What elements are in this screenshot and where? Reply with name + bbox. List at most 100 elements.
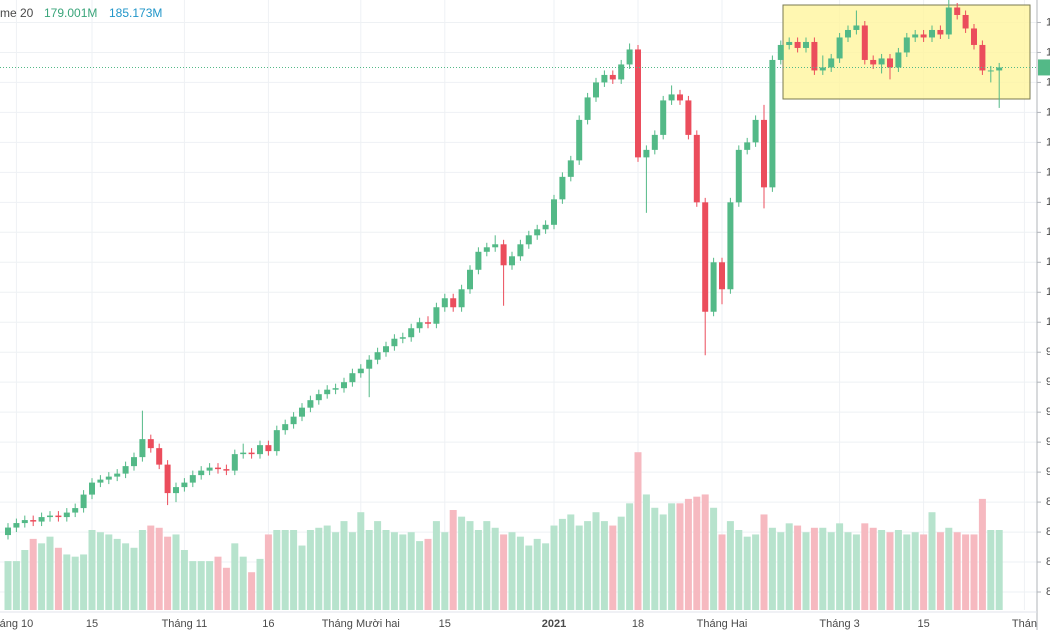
candle-body bbox=[878, 58, 885, 65]
volume-bar bbox=[626, 503, 634, 610]
candle-body bbox=[366, 359, 373, 369]
candle-body bbox=[811, 41, 818, 71]
volume-bar bbox=[155, 527, 163, 610]
volume-bar bbox=[416, 541, 424, 610]
volume-bar bbox=[382, 530, 390, 610]
candle-body bbox=[450, 298, 457, 308]
volume-bar bbox=[718, 534, 726, 610]
candle-body bbox=[525, 235, 532, 245]
volume-bar bbox=[474, 530, 482, 610]
volume-bar bbox=[63, 554, 71, 610]
candle-body bbox=[752, 119, 759, 143]
volume-bar bbox=[558, 518, 566, 610]
candle-body bbox=[912, 34, 919, 38]
volume-bar bbox=[54, 547, 62, 610]
candle-body bbox=[21, 520, 28, 524]
y-tick-label: 8 bbox=[1046, 496, 1050, 508]
volume-bar bbox=[600, 521, 608, 610]
candle-body bbox=[341, 382, 347, 389]
candle-body bbox=[383, 346, 389, 353]
x-tick-label: 18 bbox=[632, 618, 644, 630]
volume-bar bbox=[222, 567, 230, 610]
volume-bar bbox=[676, 503, 684, 610]
candle-body bbox=[929, 29, 935, 38]
candle-body bbox=[374, 352, 381, 360]
candle-body bbox=[761, 119, 767, 188]
volume-bar bbox=[903, 534, 911, 610]
volume-bar bbox=[12, 561, 20, 610]
volume-bar bbox=[180, 550, 188, 610]
candle-body bbox=[635, 49, 641, 158]
candle-body bbox=[861, 25, 868, 60]
candle-body bbox=[147, 439, 154, 449]
candle-body bbox=[55, 515, 62, 518]
candle-body bbox=[853, 25, 860, 30]
volume-bar bbox=[869, 527, 877, 610]
volume-bar bbox=[701, 494, 709, 610]
candle-body bbox=[492, 244, 499, 248]
volume-bar bbox=[197, 561, 205, 610]
candle-body bbox=[920, 34, 927, 38]
candle-body bbox=[643, 149, 650, 158]
volume-bar bbox=[348, 532, 356, 610]
volume-bar bbox=[710, 507, 718, 610]
candle-body bbox=[240, 452, 247, 455]
candle-body bbox=[215, 467, 221, 470]
volume-bar bbox=[533, 538, 541, 610]
volume-bar bbox=[248, 572, 256, 610]
volume-bar bbox=[172, 534, 180, 610]
candle-body bbox=[576, 119, 583, 161]
candle-body bbox=[836, 37, 843, 59]
candle-body bbox=[315, 394, 322, 401]
volume-bar bbox=[592, 512, 600, 610]
x-tick-label: Tháng Mười hai bbox=[322, 618, 400, 630]
candle-body bbox=[265, 445, 272, 452]
candle-body bbox=[433, 307, 440, 324]
candle-body bbox=[534, 229, 541, 236]
volume-bar bbox=[298, 545, 306, 610]
volume-legend-value: 179.001M bbox=[44, 6, 97, 20]
candle-body bbox=[248, 452, 255, 455]
volume-bar bbox=[315, 527, 323, 610]
y-tick-label: 1 bbox=[1046, 16, 1050, 28]
candle-body bbox=[257, 445, 263, 455]
candle-body bbox=[777, 44, 784, 60]
candle-body bbox=[273, 430, 280, 452]
candle-body bbox=[987, 70, 994, 72]
volume-bar bbox=[542, 543, 550, 610]
candle-body bbox=[996, 67, 1003, 71]
volume-bar bbox=[290, 530, 298, 610]
candle-body bbox=[97, 479, 104, 483]
candle-body bbox=[660, 100, 667, 135]
candle-body bbox=[105, 476, 112, 480]
candle-body bbox=[962, 14, 969, 29]
volume-bar bbox=[458, 516, 466, 610]
candle-body bbox=[903, 37, 910, 53]
volume-bar bbox=[777, 532, 785, 610]
candle-body bbox=[509, 256, 515, 266]
candle-body bbox=[870, 59, 877, 65]
candle-body bbox=[189, 475, 196, 483]
y-tick-label: 8 bbox=[1046, 526, 1050, 538]
candle-body bbox=[89, 482, 95, 495]
volume-bar bbox=[743, 536, 751, 610]
y-tick-label: 1 bbox=[1046, 226, 1050, 238]
volume-bar bbox=[802, 532, 810, 610]
volume-bar bbox=[962, 534, 970, 610]
candle-body bbox=[164, 464, 171, 494]
x-tick-label: Thán bbox=[1012, 618, 1037, 630]
candle-body bbox=[131, 457, 137, 467]
volume-bar bbox=[735, 530, 743, 610]
candle-body bbox=[551, 199, 557, 225]
x-tick-label: Tháng 11 bbox=[162, 618, 208, 630]
volume-bar bbox=[794, 525, 802, 610]
volume-bar bbox=[651, 507, 659, 610]
candle-body bbox=[744, 142, 751, 150]
candle-body bbox=[786, 41, 793, 45]
x-tick-label: Tháng Hai bbox=[697, 618, 748, 630]
volume-bar bbox=[424, 538, 432, 610]
candle-body bbox=[206, 467, 213, 471]
candle-body bbox=[651, 134, 658, 150]
y-tick-label: 9 bbox=[1046, 406, 1050, 418]
